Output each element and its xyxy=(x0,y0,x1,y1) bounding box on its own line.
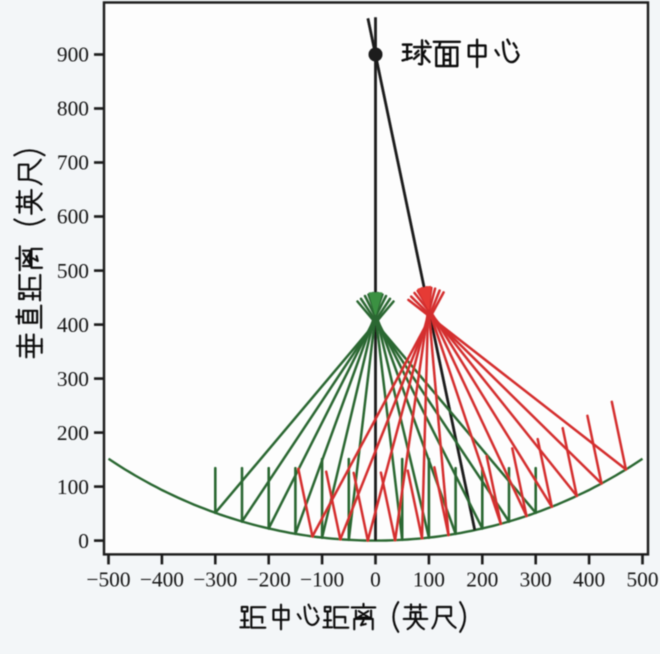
svg-text:200: 200 xyxy=(466,568,498,592)
svg-text:−100: −100 xyxy=(300,568,344,592)
svg-text:500: 500 xyxy=(626,568,658,592)
svg-text:−300: −300 xyxy=(193,568,237,592)
svg-text:−400: −400 xyxy=(140,568,184,592)
svg-text:100: 100 xyxy=(57,475,89,499)
svg-text:700: 700 xyxy=(57,151,89,175)
svg-text:−200: −200 xyxy=(247,568,291,592)
svg-text:0: 0 xyxy=(370,568,381,592)
svg-text:600: 600 xyxy=(57,205,89,229)
svg-text:300: 300 xyxy=(57,367,89,391)
svg-text:900: 900 xyxy=(57,43,89,67)
svg-text:0: 0 xyxy=(78,529,89,553)
svg-text:100: 100 xyxy=(413,568,445,592)
svg-text:800: 800 xyxy=(57,97,89,121)
svg-text:500: 500 xyxy=(57,259,89,283)
svg-text:−500: −500 xyxy=(86,568,130,592)
svg-text:400: 400 xyxy=(573,568,605,592)
svg-text:300: 300 xyxy=(520,568,552,592)
svg-text:400: 400 xyxy=(57,313,89,337)
svg-text:200: 200 xyxy=(57,421,89,445)
